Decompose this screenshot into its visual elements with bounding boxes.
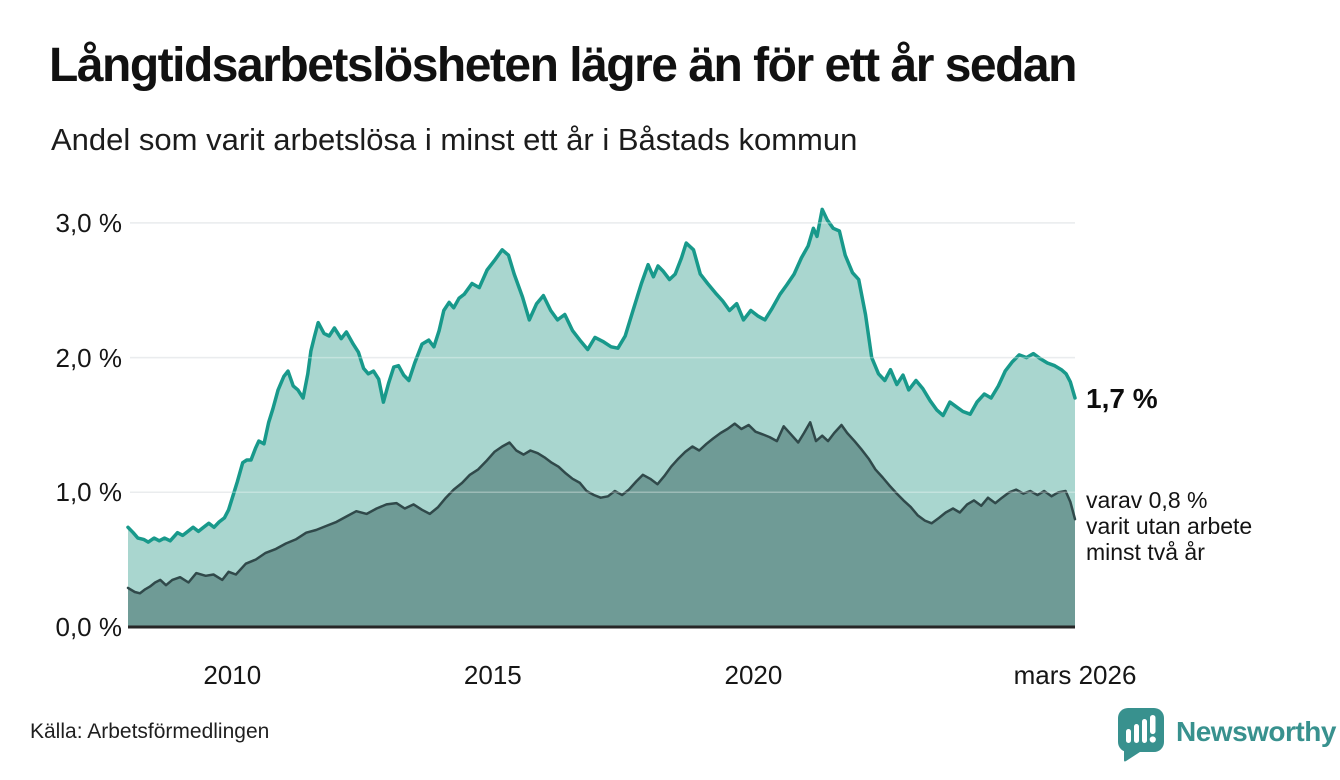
y-tick-label: 0,0 % [55,612,123,642]
x-tick-label: 2015 [463,660,522,690]
end-value-label: 1,7 % [1086,383,1158,414]
y-axis: 0,0 % 1,0 % 2,0 % 3,0 % [0,0,123,780]
area-chart [126,207,1077,629]
note-line-1: varav 0,8 % [1086,487,1208,513]
series-line-min-two-years [126,421,1077,595]
newsworthy-logo-icon [1118,708,1164,762]
area-fill-min-two-years [128,422,1075,627]
note-line-2: varit utan arbete [1086,513,1253,539]
newsworthy-logo: Newsworthy [1117,708,1336,762]
newsworthy-logo-text: Newsworthy [1176,716,1336,747]
note-label: varav 0,8 % varit utan arbete minst två … [1086,487,1252,565]
y-tick-label: 3,0 % [55,207,123,238]
x-tick-label: mars 2026 [1013,660,1137,690]
x-tick-label: 2010 [203,660,262,690]
chart-subtitle: Andel som varit arbetslösa i minst ett å… [51,122,858,157]
source-credit: Källa: Arbetsförmedlingen [30,720,270,743]
y-tick-label: 1,0 % [55,477,123,508]
y-tick-label: 2,0 % [55,342,123,373]
series-line-min-one-year [126,207,1077,544]
chart-title: Långtidsarbetslösheten lägre än för ett … [49,39,1077,92]
note-line-3: minst två år [1086,539,1205,565]
x-tick-label: 2020 [724,660,783,690]
